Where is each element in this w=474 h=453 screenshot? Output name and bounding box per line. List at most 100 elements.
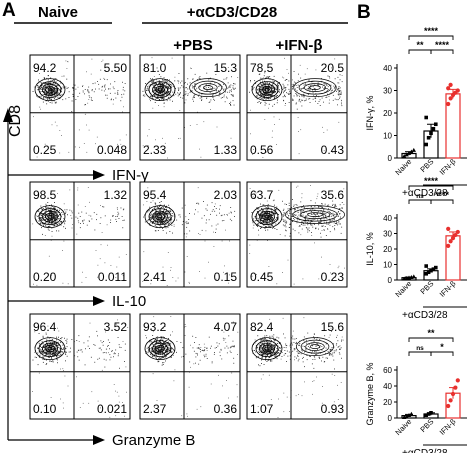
significance-label: **	[427, 328, 435, 338]
density-contours	[144, 337, 176, 361]
quadrant-value-lr: 0.011	[98, 270, 127, 284]
group-label: +αCD3/28	[402, 448, 448, 453]
quadrant-value-lr: 1.33	[214, 143, 238, 157]
data-point	[424, 142, 428, 147]
density-contours	[144, 78, 227, 102]
quadrant-value-lr: 0.048	[97, 143, 127, 157]
quadrant-value-ul: 98.5	[33, 188, 57, 202]
quadrant-value-ul: 82.4	[250, 320, 274, 334]
data-point	[455, 229, 460, 235]
significance-bracket	[408, 199, 432, 204]
significance-label: ns	[416, 193, 424, 200]
y-axis-label: IFN-γ, %	[365, 96, 375, 131]
significance-label: ns	[416, 345, 424, 352]
significance-bracket	[430, 351, 454, 356]
quadrant-value-ur: 5.50	[104, 61, 128, 75]
quadrant-value-ll: 0.45	[250, 270, 274, 284]
flow-plot-ifng-pbs: 81.0 15.3 2.33 1.33	[139, 54, 241, 161]
quadrant-value-ul: 95.4	[143, 188, 167, 202]
significance-bracket	[430, 199, 454, 204]
data-point	[404, 152, 409, 157]
data-point	[409, 149, 414, 154]
significance-bracket	[408, 351, 432, 356]
significance-bracket	[408, 185, 454, 190]
data-point	[446, 86, 451, 91]
y-axis-label: Granzyme B, %	[365, 362, 375, 425]
group-stim-label: +αCD3/CD28	[187, 4, 278, 21]
x-tick-label: IFN-β	[438, 417, 458, 437]
plot-frame	[139, 54, 241, 161]
x-tick-label: PBS	[418, 279, 435, 296]
flow-plot-il10-pbs: 95.4 2.03 2.41 0.15	[139, 181, 241, 288]
significance-label: ****	[435, 40, 450, 50]
y-tick-label: 0	[388, 414, 393, 423]
significance-label: ****	[424, 26, 439, 36]
y-tick-label: 0	[388, 276, 393, 285]
data-point	[429, 268, 433, 273]
data-point	[446, 101, 451, 107]
density-contours	[144, 205, 176, 229]
data-point	[434, 265, 438, 270]
y-tick-label: 0	[388, 154, 393, 163]
quadrant-value-lr: 0.15	[214, 270, 238, 284]
quadrant-value-lr: 0.36	[214, 402, 238, 416]
quadrant-value-ll: 2.33	[143, 143, 167, 157]
row-axis-granzyme: Granzyme B	[8, 432, 195, 449]
y-tick-label: 10	[383, 132, 392, 141]
ifng-axis-arrowhead	[93, 170, 105, 180]
plot-frame	[139, 181, 241, 288]
quadrant-value-lr: 0.021	[97, 402, 127, 416]
density-contours	[251, 337, 334, 361]
flow-plot-ifng-naive: 94.2 5.50 0.25 0.048	[29, 54, 131, 161]
quadrant-value-lr: 0.23	[321, 270, 345, 284]
quadrant-value-ur: 35.6	[321, 188, 345, 202]
density-contours	[251, 205, 345, 229]
x-tick-label: Naive	[393, 417, 413, 437]
significance-bracket	[408, 337, 454, 342]
data-point	[455, 378, 460, 383]
quadrant-value-ll: 1.07	[250, 402, 274, 416]
quadrant-value-ul: 78.5	[250, 61, 274, 75]
data-point	[424, 264, 428, 268]
y-tick-label: 20	[383, 109, 392, 118]
data-point	[429, 411, 433, 415]
plot-frame	[29, 181, 131, 288]
data-point	[448, 82, 453, 87]
significance-label: **	[416, 40, 424, 50]
data-point	[446, 403, 451, 409]
data-point	[448, 96, 453, 101]
row-label-il10: IL-10	[112, 293, 146, 310]
y-tick-label: 40	[383, 64, 392, 73]
plot-frame	[246, 181, 348, 288]
significance-label: ****	[424, 176, 439, 186]
data-point	[426, 135, 431, 140]
data-point	[404, 414, 409, 419]
group-naive-label: Naive	[38, 4, 78, 21]
flow-plot-il10-naive: 98.5 1.32 0.20 0.011	[29, 181, 131, 288]
quadrant-value-ll: 0.10	[33, 402, 57, 416]
data-point	[450, 391, 456, 397]
data-point	[411, 147, 416, 152]
significance-label: *	[440, 342, 444, 352]
cd8-axis-label: CD8	[7, 105, 24, 137]
data-point	[446, 243, 451, 248]
quadrant-value-lr: 0.43	[321, 143, 345, 157]
density-contours	[251, 78, 337, 102]
row-axis-il10: IL-10	[8, 293, 146, 310]
sub-ifn-label: +IFN-β	[275, 37, 322, 54]
plot-frame	[246, 54, 348, 161]
density-contours	[34, 78, 66, 102]
quadrant-value-ur: 15.6	[321, 320, 345, 334]
data-point	[426, 270, 431, 275]
y-tick-label: 60	[383, 366, 392, 375]
quadrant-value-ur: 20.5	[321, 61, 345, 75]
quadrant-value-ur: 4.07	[214, 320, 238, 334]
flow-plot-grid: 94.2 5.50 0.25 0.048 81.0 15.3 2.33 1.33 78.5 20.…	[29, 54, 348, 420]
bar-2	[445, 235, 461, 281]
flow-plot-granzyme-ifn: 82.4 15.6 1.07 0.93	[246, 313, 348, 420]
plot-frame	[246, 313, 348, 420]
data-point	[409, 411, 414, 416]
